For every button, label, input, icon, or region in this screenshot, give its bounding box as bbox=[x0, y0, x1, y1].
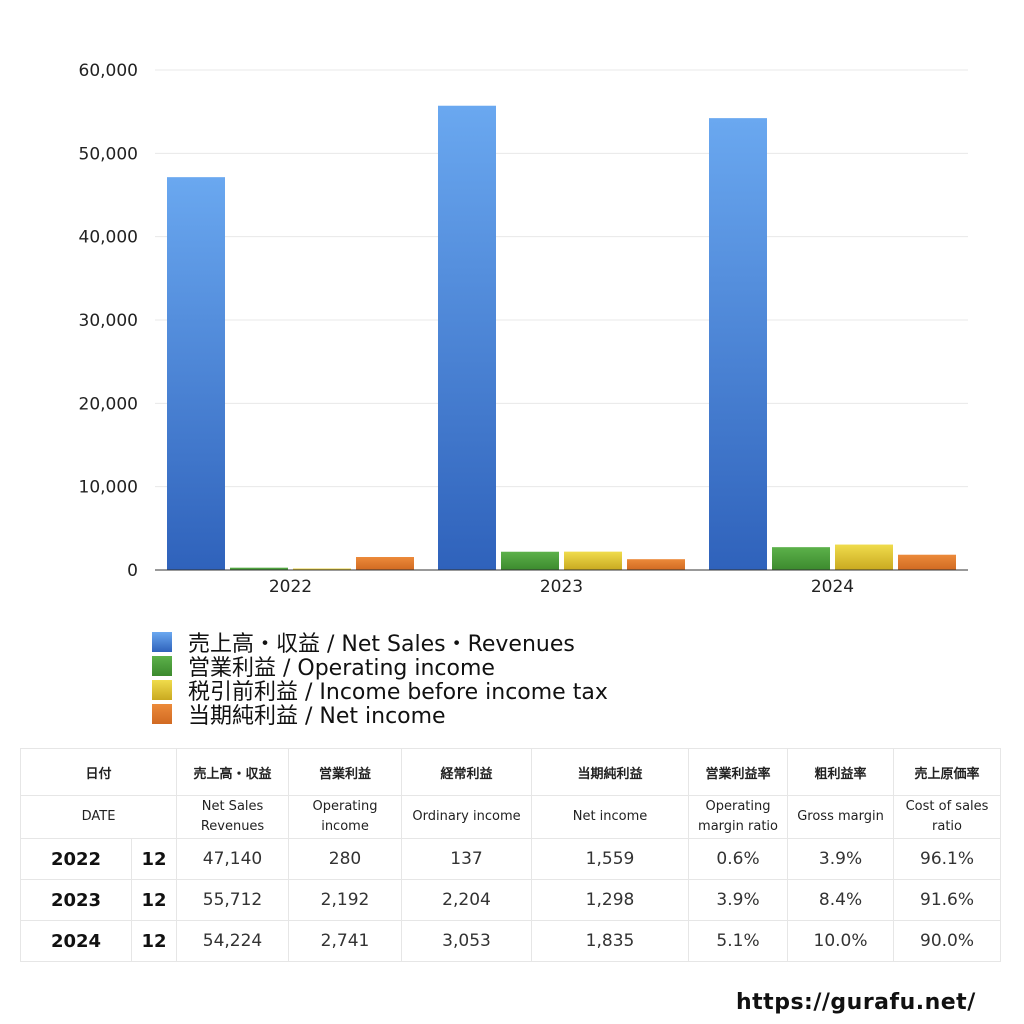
legend-swatch-yellow bbox=[152, 680, 172, 700]
bar-2022-series-1 bbox=[167, 177, 225, 570]
y-tick-label: 0 bbox=[127, 561, 138, 581]
table-row: 2024 12 54,224 2,741 3,053 1,835 5.1% 10… bbox=[20, 920, 1002, 962]
bar-2023-series-3 bbox=[564, 551, 622, 570]
cell-net-income: 1,835 bbox=[531, 920, 690, 962]
bar-chart: 60,000 50,000 40,000 30,000 20,000 10,000 0 20… bbox=[79, 61, 968, 597]
x-tick-label: 2023 bbox=[540, 577, 583, 597]
cell-net-income: 1,559 bbox=[531, 838, 690, 880]
cell-net-sales: 47,140 bbox=[176, 838, 290, 880]
header-ordinary-income-en: Ordinary income bbox=[401, 795, 533, 839]
bar-2024-series-1 bbox=[709, 118, 767, 570]
header-cost-ratio-en: Cost of sales ratio bbox=[893, 795, 1002, 839]
grid-lines bbox=[155, 69, 968, 488]
header-net-income-en: Net income bbox=[531, 795, 690, 839]
table-header-jp: 日付 売上高・収益 営業利益 経常利益 当期純利益 営業利益率 粗利益率 売上原… bbox=[19, 748, 1002, 796]
cell-ordinary-income: 3,053 bbox=[401, 920, 533, 962]
header-date-jp: 日付 bbox=[19, 748, 178, 796]
row-year: 2024 bbox=[20, 920, 132, 962]
cell-operating-income: 280 bbox=[288, 838, 403, 880]
y-tick-label: 50,000 bbox=[79, 144, 138, 164]
legend: 売上高・収益 / Net Sales・Revenues 営業利益 / Opera… bbox=[152, 630, 608, 729]
x-tick-label: 2024 bbox=[811, 577, 854, 597]
cell-gross-margin: 8.4% bbox=[787, 879, 895, 921]
cell-operating-income: 2,192 bbox=[288, 879, 403, 921]
bar-2023-series-4 bbox=[627, 559, 685, 570]
y-tick-label: 40,000 bbox=[79, 228, 138, 248]
header-gross-margin-en: Gross margin bbox=[787, 795, 895, 839]
header-date-en: DATE bbox=[19, 795, 178, 839]
y-tick-label: 30,000 bbox=[79, 311, 138, 331]
header-operating-margin-jp: 営業利益率 bbox=[688, 748, 789, 796]
cell-gross-margin: 3.9% bbox=[787, 838, 895, 880]
header-operating-income-en: Operating income bbox=[288, 795, 403, 839]
cell-operating-margin: 0.6% bbox=[688, 838, 789, 880]
x-tick-label: 2022 bbox=[269, 577, 312, 597]
bar-2024-series-3 bbox=[835, 544, 893, 570]
header-net-income-jp: 当期純利益 bbox=[531, 748, 690, 796]
legend-label: 税引前利益 / Income before income tax bbox=[188, 680, 608, 705]
row-month: 12 bbox=[130, 920, 178, 962]
cell-ordinary-income: 137 bbox=[401, 838, 533, 880]
legend-item-income-before-tax: 税引前利益 / Income before income tax bbox=[152, 678, 608, 705]
bar-2023-series-2 bbox=[501, 551, 559, 570]
header-net-sales-jp: 売上高・収益 bbox=[176, 748, 290, 796]
header-cost-ratio-jp: 売上原価率 bbox=[893, 748, 1002, 796]
row-month: 12 bbox=[130, 879, 178, 921]
row-year: 2022 bbox=[20, 838, 132, 880]
legend-item-net-income: 当期純利益 / Net income bbox=[152, 702, 608, 729]
x-axis-ticks: 2022 2023 2024 bbox=[269, 577, 854, 597]
site-url[interactable]: https://gurafu.net/ bbox=[736, 990, 976, 1015]
row-year: 2023 bbox=[20, 879, 132, 921]
bar-2022-series-3 bbox=[293, 568, 351, 570]
cell-net-sales: 55,712 bbox=[176, 879, 290, 921]
bar-series bbox=[167, 105, 956, 570]
cell-operating-income: 2,741 bbox=[288, 920, 403, 962]
cell-cost-ratio: 90.0% bbox=[893, 920, 1002, 962]
header-gross-margin-jp: 粗利益率 bbox=[787, 748, 895, 796]
cell-gross-margin: 10.0% bbox=[787, 920, 895, 962]
cell-net-income: 1,298 bbox=[531, 879, 690, 921]
cell-cost-ratio: 91.6% bbox=[893, 879, 1002, 921]
y-axis-ticks: 60,000 50,000 40,000 30,000 20,000 10,000 0 bbox=[79, 61, 138, 581]
cell-net-sales: 54,224 bbox=[176, 920, 290, 962]
header-ordinary-income-jp: 経常利益 bbox=[401, 748, 533, 796]
table-row: 2022 12 47,140 280 137 1,559 0.6% 3.9% 9… bbox=[20, 838, 1002, 880]
header-operating-margin-en: Operating margin ratio bbox=[688, 795, 789, 839]
header-operating-income-jp: 営業利益 bbox=[288, 748, 403, 796]
legend-swatch-green bbox=[152, 656, 172, 676]
legend-label: 当期純利益 / Net income bbox=[188, 704, 446, 729]
cell-ordinary-income: 2,204 bbox=[401, 879, 533, 921]
legend-swatch-blue bbox=[152, 632, 172, 652]
y-tick-label: 10,000 bbox=[79, 478, 138, 498]
table-header-en: DATE Net Sales Revenues Operating income… bbox=[19, 795, 1002, 839]
legend-label: 営業利益 / Operating income bbox=[188, 656, 495, 681]
bar-2024-series-2 bbox=[772, 547, 830, 570]
legend-item-net-sales: 売上高・収益 / Net Sales・Revenues bbox=[152, 630, 608, 657]
legend-item-operating-income: 営業利益 / Operating income bbox=[152, 654, 608, 681]
cell-operating-margin: 5.1% bbox=[688, 920, 789, 962]
cell-cost-ratio: 96.1% bbox=[893, 838, 1002, 880]
cell-operating-margin: 3.9% bbox=[688, 879, 789, 921]
bar-2022-series-2 bbox=[230, 567, 288, 570]
y-tick-label: 20,000 bbox=[79, 394, 138, 414]
bar-2022-series-4 bbox=[356, 557, 414, 570]
row-month: 12 bbox=[130, 838, 178, 880]
header-net-sales-en: Net Sales Revenues bbox=[176, 795, 290, 839]
table-row: 2023 12 55,712 2,192 2,204 1,298 3.9% 8.… bbox=[20, 879, 1002, 921]
bar-2024-series-4 bbox=[898, 554, 956, 570]
y-tick-label: 60,000 bbox=[79, 61, 138, 81]
legend-label: 売上高・収益 / Net Sales・Revenues bbox=[188, 632, 575, 657]
financial-table: 日付 売上高・収益 営業利益 経常利益 当期純利益 営業利益率 粗利益率 売上原… bbox=[19, 748, 1002, 962]
legend-swatch-orange bbox=[152, 704, 172, 724]
bar-2023-series-1 bbox=[438, 105, 496, 570]
